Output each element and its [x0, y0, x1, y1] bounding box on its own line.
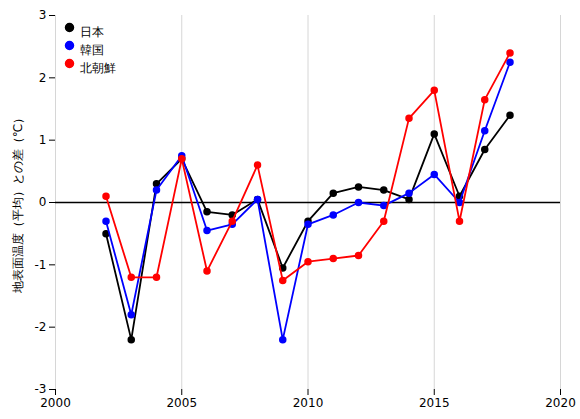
svg-text:地表面温度（平均）との差（℃）: 地表面温度（平均）との差（℃）	[11, 112, 25, 294]
svg-text:-3: -3	[35, 382, 47, 396]
svg-text:1: 1	[39, 133, 47, 147]
svg-text:2020: 2020	[545, 396, 576, 410]
svg-text:2000: 2000	[40, 396, 71, 410]
svg-text:2015: 2015	[419, 396, 450, 410]
svg-text:-1: -1	[35, 258, 47, 272]
svg-text:北朝鮮: 北朝鮮	[80, 61, 116, 75]
svg-text:-2: -2	[35, 320, 47, 334]
svg-text:0: 0	[39, 195, 47, 209]
svg-text:日本: 日本	[80, 25, 104, 39]
svg-text:2: 2	[39, 71, 47, 85]
svg-text:2005: 2005	[166, 396, 197, 410]
svg-text:3: 3	[39, 8, 47, 22]
svg-text:韓国: 韓国	[80, 43, 104, 57]
svg-text:2010: 2010	[293, 396, 324, 410]
